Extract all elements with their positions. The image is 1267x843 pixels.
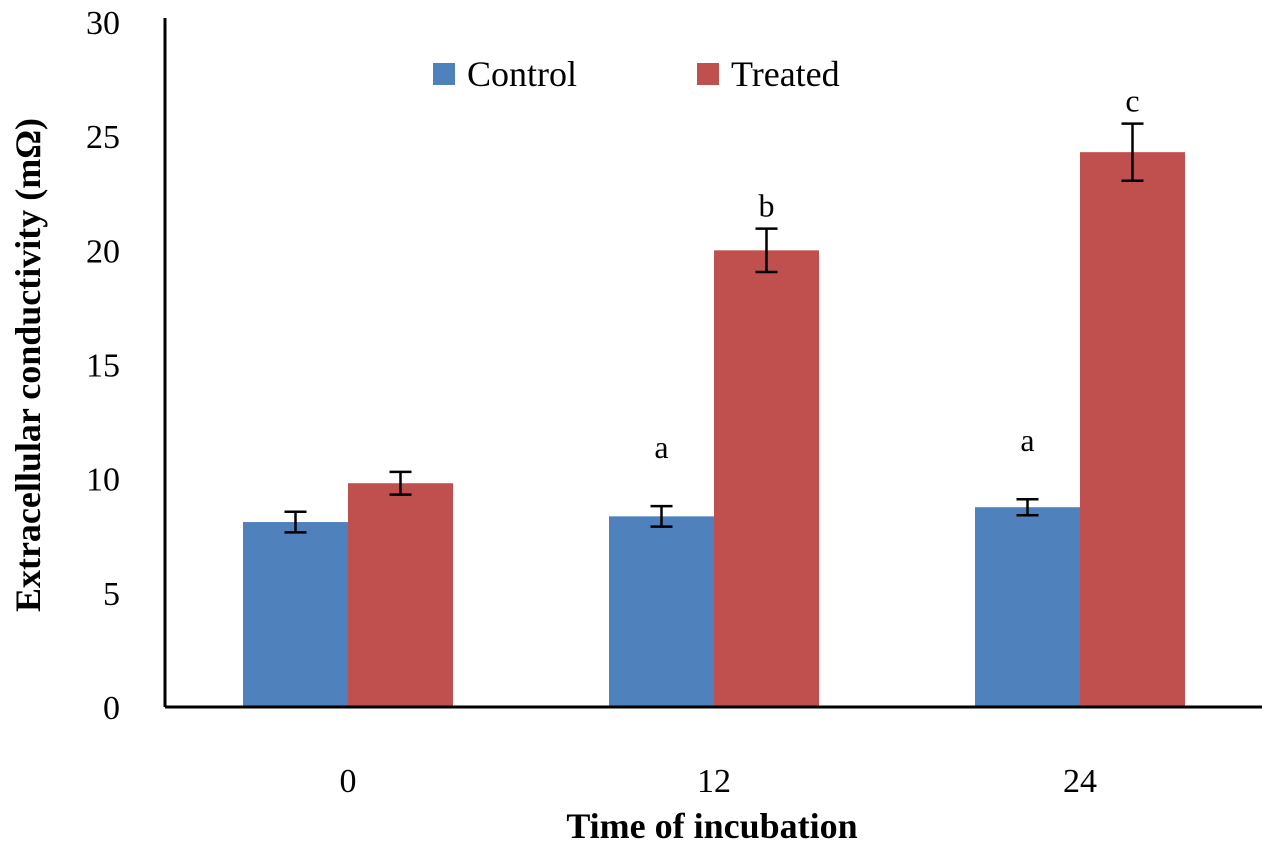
bar-control-24	[975, 507, 1080, 707]
significance-label-control-24: a	[1020, 422, 1034, 458]
significance-label-treated-12: b	[759, 188, 775, 224]
x-tick-labels: 0 12 24	[340, 763, 1098, 800]
y-tick-labels: 0 5 10 15 20 25 30	[86, 5, 120, 727]
error-bar-control-24	[1016, 497, 1039, 517]
significance-label-treated-24: c	[1125, 83, 1139, 119]
x-tick-label-24: 24	[1063, 763, 1097, 800]
bar-treated-24	[1080, 152, 1185, 707]
significance-label-control-12: a	[654, 429, 668, 465]
x-axis-title: Time of incubation	[566, 806, 857, 843]
error-bar-treated-0	[389, 470, 412, 496]
y-tick-label-25: 25	[86, 119, 120, 156]
legend-swatch-control	[433, 63, 455, 85]
y-tick-label-15: 15	[86, 348, 120, 385]
bar-control-12	[609, 516, 714, 707]
bar-treated-0	[348, 483, 453, 707]
error-bar-treated-12	[755, 227, 778, 274]
y-tick-label-0: 0	[103, 690, 120, 727]
y-tick-label-10: 10	[86, 462, 120, 499]
significance-labels-layer: a a b c	[654, 83, 1139, 465]
error-bar-control-12	[650, 504, 673, 528]
y-tick-label-20: 20	[86, 233, 120, 270]
error-bar-control-0	[284, 510, 307, 534]
y-axis-title: Extracellular conductivity (mΩ)	[8, 118, 48, 612]
y-tick-label-5: 5	[103, 576, 120, 613]
legend-swatch-treated	[697, 63, 719, 85]
legend-label-treated: Treated	[731, 54, 840, 94]
legend: Control Treated	[433, 54, 840, 94]
x-tick-label-12: 12	[697, 763, 731, 800]
bar-treated-12	[714, 250, 819, 708]
y-tick-label-30: 30	[86, 5, 120, 42]
bars-layer	[243, 152, 1185, 708]
legend-label-control: Control	[467, 54, 577, 94]
x-tick-label-0: 0	[340, 763, 357, 800]
bar-control-0	[243, 522, 348, 707]
error-bars-layer	[284, 122, 1144, 534]
error-bar-treated-24	[1121, 122, 1144, 182]
